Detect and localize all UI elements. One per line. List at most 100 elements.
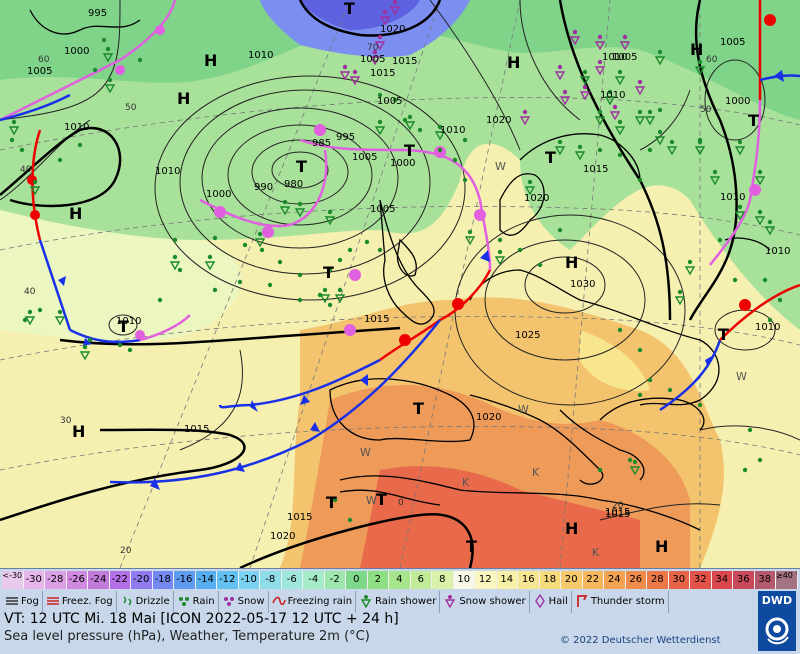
hail-icon [533,593,549,612]
rain-dot [757,209,763,215]
rain-dot [57,157,63,163]
rain-dot [277,259,283,265]
isobar-label: 1015 [364,314,389,325]
scale-cell: -14 [195,571,217,589]
shower-symbol [294,208,306,218]
rain-dot [407,114,413,120]
isobar-label: 1015 [184,424,209,435]
rain-dot [467,229,473,235]
rain-dot [462,137,468,143]
rain-dot [87,337,93,343]
rain-dot [437,147,443,153]
rain-dot [597,59,603,65]
shower-symbol [574,151,586,161]
rain-dot [282,199,288,205]
scale-cell: 30 [668,571,690,589]
scale-cell: 32 [690,571,712,589]
rain-dot [19,147,25,153]
high-pressure-marker: H [69,204,82,223]
isobar-label: 1010 [765,246,790,257]
rain-dot [717,237,723,243]
low-pressure-marker: T [545,148,556,167]
rain-dot [37,307,43,313]
rain-dot [137,57,143,63]
shower-symbol [369,56,381,66]
wind-letters: W W W W W K K K [360,160,747,559]
legend-symbol-label: Drizzle [135,596,170,607]
legend-symbol-label: Rain [192,596,215,607]
temperature-scale: <-30 -30 -28 -26 -24 -22 -20 -18 -16 -14 -12 -10 -8-… [2,571,798,589]
rain-dot [417,127,423,133]
shower-symbol [579,76,591,86]
scale-cell: 6 [410,571,432,589]
shower-symbol [8,126,20,136]
rain-dot [364,239,370,245]
rain-dot [637,109,643,115]
isobar-label: 1010 [116,316,141,327]
scale-cell: 8 [432,571,454,589]
rain-dot [582,84,588,90]
rain-dot [327,209,333,215]
rain-dot [27,309,33,315]
drizzle-icon [120,593,136,612]
low-pressure-marker: T [344,0,355,18]
isobar-label: 1010 [720,192,745,203]
rain-dot [157,297,163,303]
isobar-label: 1005 [27,66,52,77]
isobar-label: 995 [336,132,355,143]
rain-dot [669,139,675,145]
rain-dot [617,119,623,125]
shower-symbol [694,146,706,156]
wind-letter: W [495,160,506,173]
latitude-label: 0 [398,498,404,508]
isobar-label: 1005 [370,204,395,215]
rain-dot [617,152,623,158]
scale-cell: 18 [539,571,561,589]
shower-symbol [204,261,216,271]
rain-dot [577,144,583,150]
rain-dot [627,457,633,463]
legend-symbol: Rain [174,591,219,613]
rain-dot [172,254,178,260]
rain-dot [332,497,338,503]
rain-dot [712,169,718,175]
rain-dot [57,309,63,315]
scale-cell: -24 [88,571,110,589]
shower-symbol [609,111,621,121]
rain-dot [105,46,111,52]
scale-cell: -16 [174,571,196,589]
shower-symbol [519,116,531,126]
rain-dot [267,282,273,288]
low-pressure-marker: T [323,263,334,282]
shower-symbol [666,146,678,156]
low-pressure-marker: T [718,325,729,344]
rain-dot [597,147,603,153]
rain-dot [297,201,303,207]
rain-dot [372,49,378,55]
latitude-label: 50 [700,105,712,115]
scale-cell: 2 [367,571,389,589]
weather-symbol-legend: Fog Freez. Fog Drizzle Rain Snow Freezing rai… [2,591,669,613]
weather-symbols [8,0,783,523]
rain-dot [259,247,265,253]
rain-dot [647,109,653,115]
latitude-label: 40 [20,165,32,175]
wind-letter: K [532,466,540,479]
rain-dot [767,317,773,323]
shower-symbol [334,294,346,304]
scale-cell: 36 [733,571,755,589]
isobar-label: 1010 [440,125,465,136]
rain-dot [327,267,333,273]
map-description: Sea level pressure (hPa), Weather, Tempe… [4,629,370,644]
isobar-label: 980 [284,179,303,190]
scale-cell: -30 [23,571,45,589]
rain-dot [212,287,218,293]
rain-dot [32,179,38,185]
isobar-label: 1020 [476,412,501,423]
shower-symbol [169,261,181,271]
rain-dot [677,289,683,295]
rain-dot [497,237,503,243]
shower-symbol [434,131,446,141]
rain-dot [757,169,763,175]
